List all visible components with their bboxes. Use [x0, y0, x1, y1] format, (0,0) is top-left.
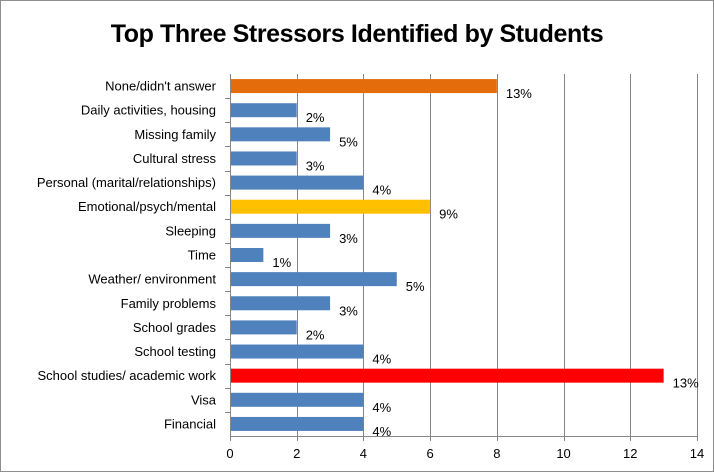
bar — [231, 175, 364, 190]
bar — [231, 103, 297, 118]
data-label: 9% — [439, 207, 458, 222]
x-tick-label: 12 — [623, 446, 637, 461]
bar — [231, 416, 364, 431]
category-label: Sleeping — [165, 223, 216, 238]
bar — [231, 344, 364, 359]
bar — [231, 320, 297, 335]
data-label: 13% — [673, 376, 699, 391]
category-label: Daily activities, housing — [81, 103, 216, 118]
data-label: 4% — [372, 400, 391, 415]
bar — [231, 199, 431, 214]
data-label: 3% — [306, 158, 325, 173]
bar — [231, 296, 331, 311]
x-tick-label: 0 — [226, 446, 233, 461]
category-label: School studies/ academic work — [38, 368, 217, 383]
data-label: 4% — [372, 183, 391, 198]
data-label: 13% — [506, 86, 532, 101]
bar — [231, 248, 264, 262]
x-tick-label: 14 — [690, 446, 704, 461]
category-label: Financial — [164, 416, 216, 431]
x-tick-label: 4 — [360, 446, 367, 461]
bar — [231, 127, 331, 142]
bar — [231, 223, 331, 238]
bar — [231, 272, 397, 287]
x-tick-label: 2 — [293, 446, 300, 461]
data-label: 2% — [306, 110, 325, 125]
bar — [231, 368, 664, 383]
data-label: 4% — [372, 424, 391, 439]
chart-title: Top Three Stressors Identified by Studen… — [110, 20, 604, 48]
category-label: Family problems — [121, 296, 217, 311]
bars — [231, 79, 664, 431]
axes — [225, 74, 698, 441]
bar — [231, 392, 364, 407]
data-label: 5% — [406, 279, 425, 294]
bar — [231, 79, 497, 94]
category-label: None/didn't answer — [105, 79, 217, 94]
category-label: Visa — [191, 392, 217, 407]
category-label: Time — [188, 248, 216, 263]
x-tick-label: 6 — [427, 446, 434, 461]
category-label: Personal (marital/relationships) — [37, 175, 216, 190]
labels: 0 2 4 6 8 10 12 14 None/didn't answer 13% Daily ac… — [37, 79, 704, 461]
x-tick-label: 8 — [493, 446, 500, 461]
category-label: School testing — [134, 344, 216, 359]
data-label: 2% — [306, 327, 325, 342]
category-label: School grades — [133, 320, 217, 335]
data-label: 5% — [339, 134, 358, 149]
x-tick-label: 10 — [556, 446, 570, 461]
category-label: Missing family — [134, 127, 216, 142]
category-label: Cultural stress — [133, 151, 217, 166]
data-label: 1% — [272, 255, 291, 270]
category-label: Emotional/psych/mental — [78, 199, 216, 214]
data-label: 4% — [372, 352, 391, 367]
category-label: Weather/ environment — [88, 272, 216, 287]
data-label: 3% — [339, 303, 358, 318]
data-label: 3% — [339, 231, 358, 246]
bar — [231, 151, 297, 166]
